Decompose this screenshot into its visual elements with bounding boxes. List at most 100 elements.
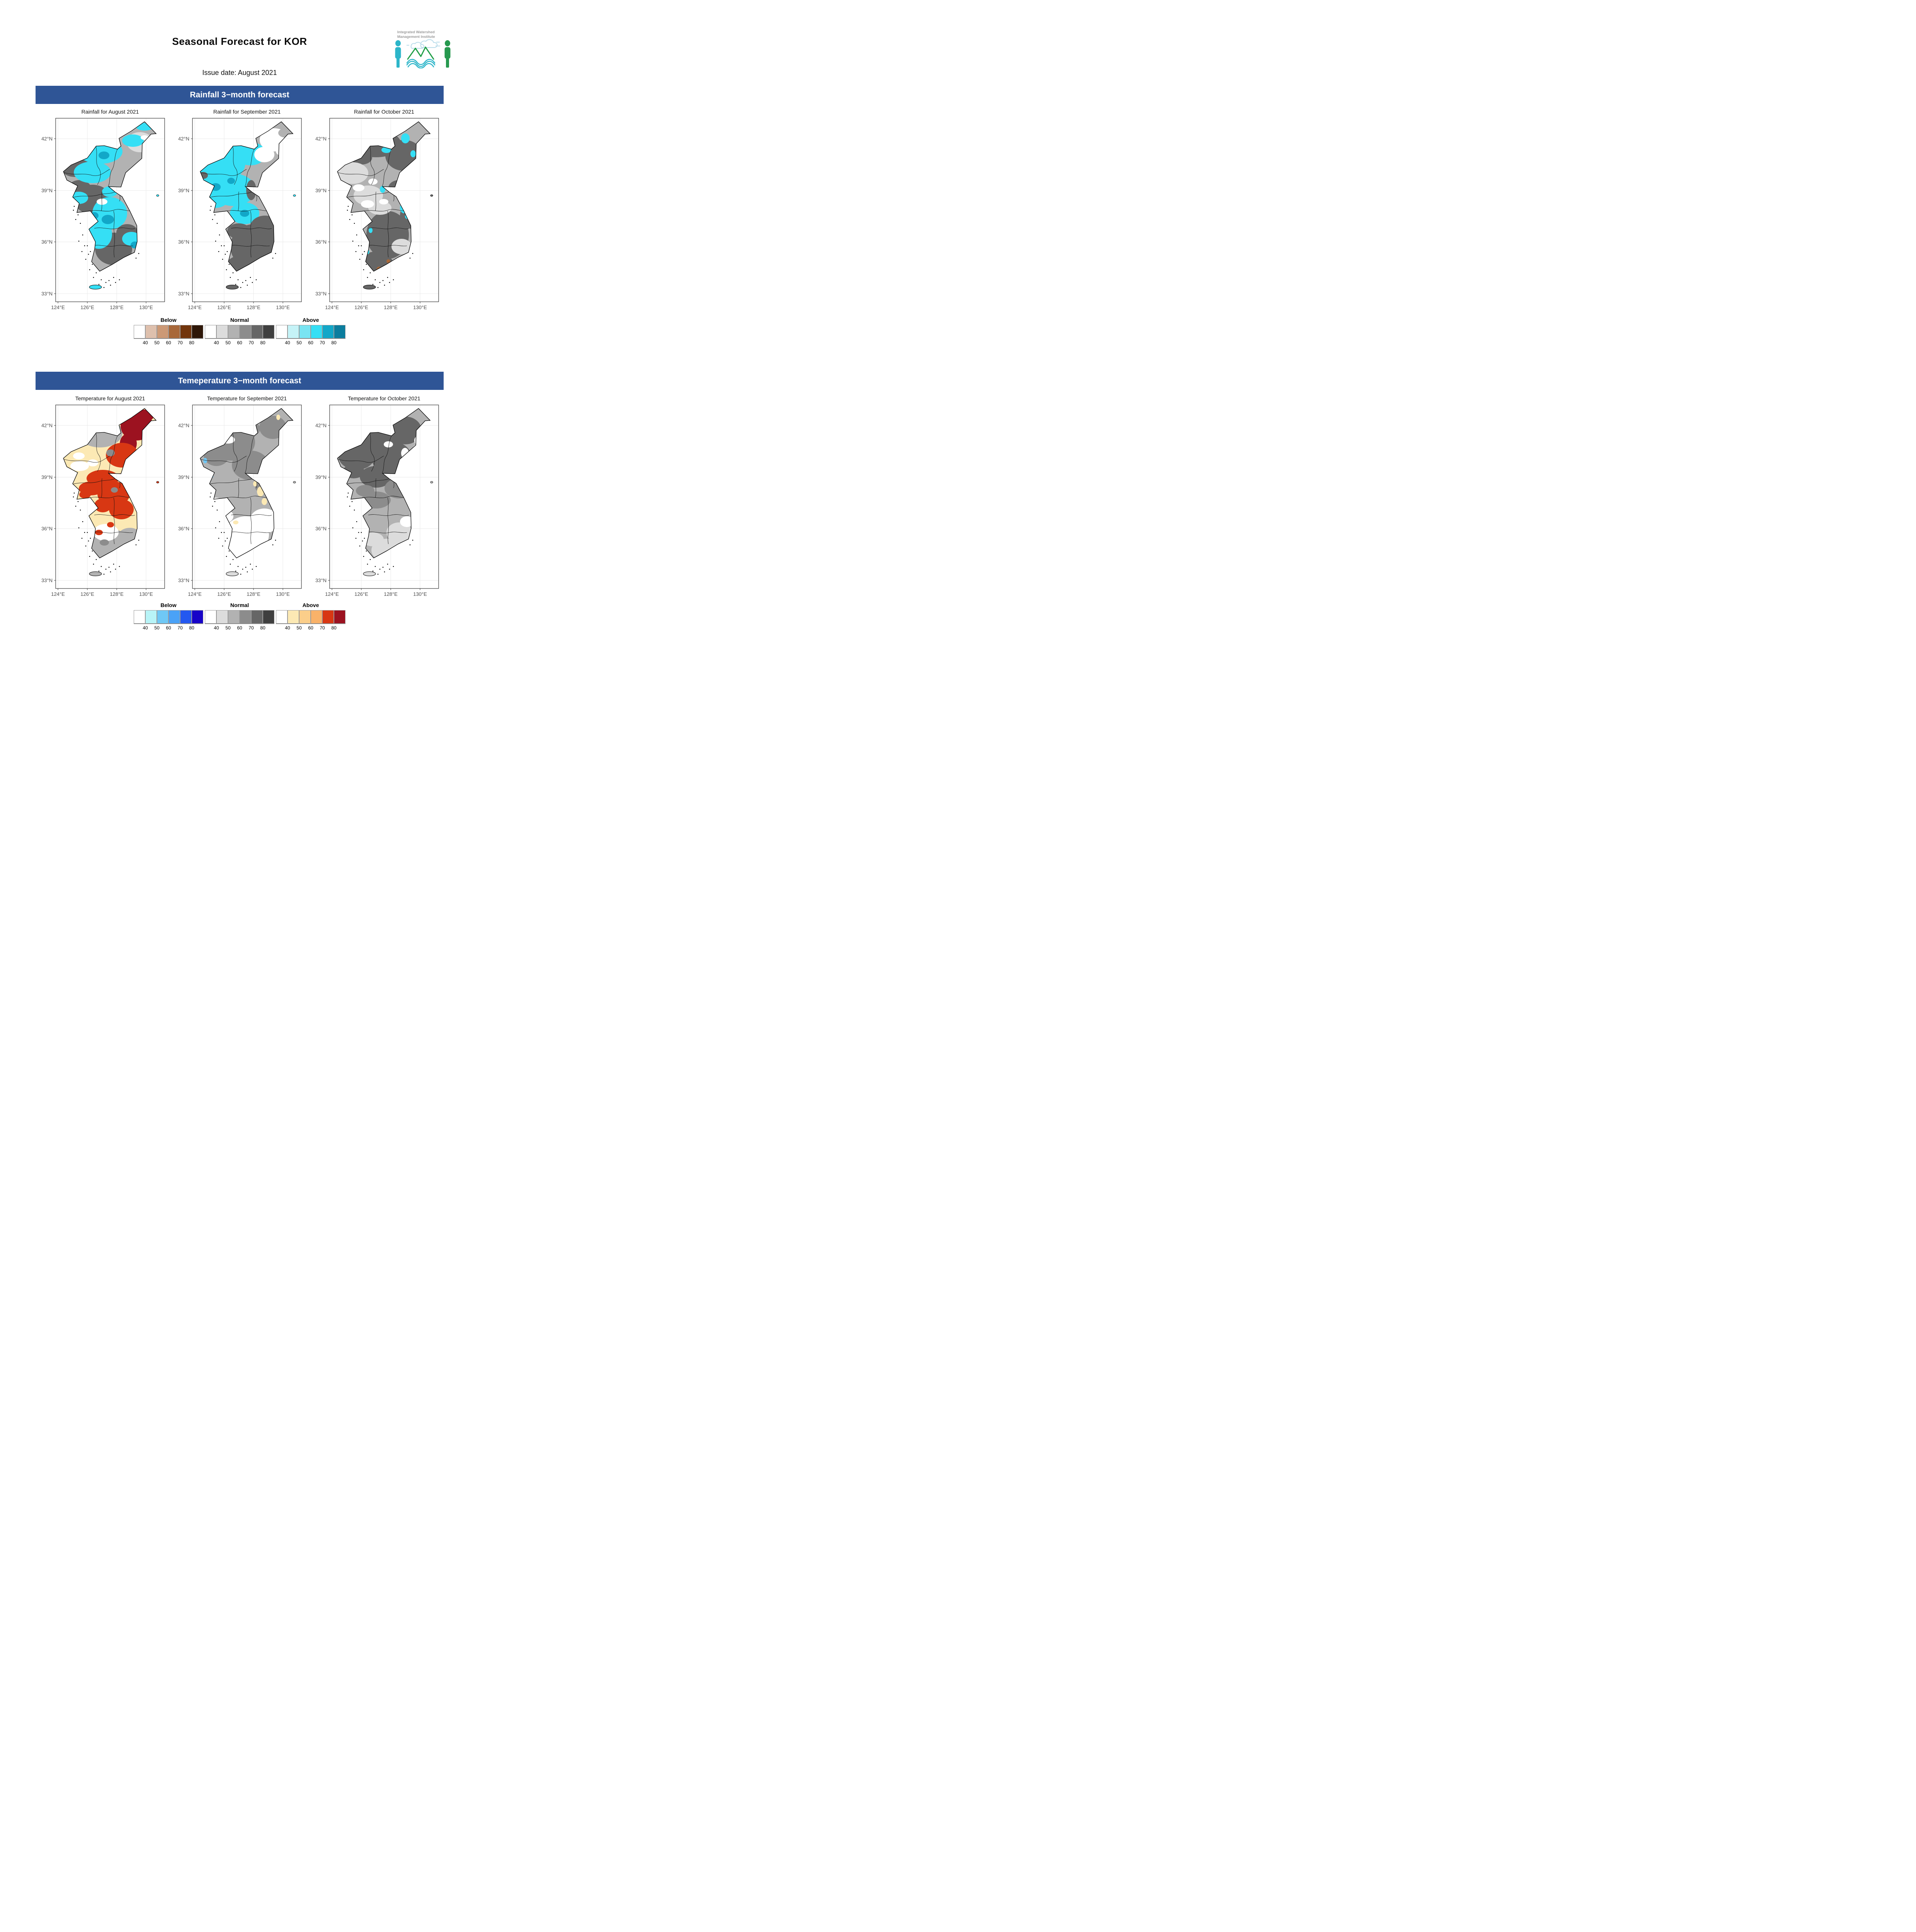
coastal-island (78, 527, 80, 529)
coastal-island (215, 240, 216, 242)
lon-tick-label: 130°E (413, 304, 427, 310)
coastal-island (103, 573, 105, 575)
map-svg: 42°N 39°N 36°N 33°N 124°E 126°E 128°E 130°E (41, 405, 165, 597)
coastal-island (355, 537, 357, 539)
legend-group-above: Above 40 50 60 70 80 (276, 317, 345, 345)
coastal-island (347, 492, 349, 494)
jeju-island (226, 285, 239, 289)
coastline (337, 408, 431, 558)
lon-tick-label: 124°E (325, 304, 339, 310)
coastal-island (214, 501, 216, 502)
province-boundary (227, 496, 268, 498)
coastal-island (349, 219, 351, 220)
legend-group-normal: Normal 40 50 60 70 80 (205, 602, 274, 631)
coastal-island (352, 527, 354, 529)
ulleung-island (430, 481, 433, 483)
lon-tick-label: 130°E (139, 591, 153, 597)
legend-swatch (134, 610, 145, 624)
coastal-island (210, 492, 212, 494)
coastal-island (347, 206, 349, 207)
map-panel: 42°N 39°N 36°N 33°N 124°E 126°E 128°E 130°E (175, 114, 306, 311)
coastal-island (245, 280, 247, 281)
jeju-island (89, 285, 102, 289)
coastal-island (230, 277, 231, 278)
coastal-island (225, 540, 226, 542)
coastal-island (209, 209, 211, 211)
lat-tick-label: 33°N (178, 291, 189, 297)
coastal-island (377, 573, 379, 575)
coastal-island (237, 279, 239, 281)
legend-swatch (288, 610, 299, 624)
coastal-island (387, 277, 388, 278)
coastal-island (232, 559, 234, 560)
legend-value-label: 50 (154, 340, 160, 345)
coastal-island (275, 253, 276, 254)
province-boundary (387, 497, 389, 544)
coastal-island (88, 253, 89, 255)
legend-value-label: 60 (166, 625, 171, 631)
ulleung-island (156, 481, 159, 483)
coastal-island (363, 556, 364, 557)
coastal-island (218, 251, 220, 252)
coastal-island (358, 532, 359, 533)
coastal-island (372, 284, 374, 285)
coastal-island (81, 537, 83, 539)
legend-value-label: 40 (214, 625, 219, 631)
coastal-island (113, 563, 114, 565)
province-boundary (387, 211, 389, 258)
legend-swatch (311, 325, 322, 339)
coastal-island (73, 496, 74, 498)
coastal-island (100, 566, 102, 567)
coastal-island (85, 259, 87, 260)
coastal-island (359, 545, 361, 547)
coastal-island (84, 532, 85, 533)
lon-tick-label: 126°E (217, 591, 231, 597)
coastal-island (364, 537, 365, 539)
legend-swatch (299, 610, 311, 624)
province-boundary (231, 514, 272, 516)
coastal-island (354, 223, 355, 224)
coastal-island (219, 521, 220, 522)
coastal-island (78, 240, 80, 242)
coastal-island (108, 280, 110, 281)
legend-swatch (228, 610, 240, 624)
lat-tick-label: 39°N (41, 474, 53, 480)
map-title: Rainfall for October 2021 (354, 109, 414, 115)
coastal-island (212, 219, 213, 220)
coastal-island (372, 570, 374, 572)
coastal-island (105, 282, 107, 283)
lat-tick-label: 33°N (315, 578, 327, 583)
legend-group-normal: Normal 40 50 60 70 80 (205, 317, 274, 345)
coastal-island (222, 545, 223, 547)
coastal-island (235, 570, 237, 572)
coastal-island (377, 287, 379, 288)
province-boundary (72, 187, 121, 198)
coastal-island (113, 277, 114, 278)
institute-logo: Integrated Watershed Management Institut… (393, 30, 458, 70)
legend-group-title: Below (160, 317, 177, 323)
province-boundary (101, 191, 102, 211)
coastal-island (374, 279, 376, 281)
institute-name-line1: Integrated Watershed (397, 30, 435, 34)
legend-swatch (288, 325, 299, 339)
report-page: Seasonal Forecast for KOR Issue date: Au… (0, 0, 479, 677)
coastal-island (361, 245, 362, 247)
coastal-island (89, 556, 90, 557)
panel-border (192, 118, 302, 302)
coastal-island (250, 277, 251, 278)
coastal-island (393, 566, 394, 567)
lon-tick-label: 128°E (110, 591, 124, 597)
jeju-island (363, 285, 376, 289)
coastal-island (232, 272, 234, 274)
legend-value-label: 40 (143, 625, 148, 631)
coastal-island (237, 566, 239, 567)
temperature-legend: Below 40 50 60 70 80 Normal 40 50 60 70 80 Above 40 50… (134, 602, 345, 631)
coastal-island (252, 282, 253, 283)
cloud-icon (407, 39, 440, 49)
ulleung-island (430, 194, 433, 197)
coastal-island (356, 521, 357, 522)
coastal-island (92, 550, 93, 552)
legend-value-label: 60 (166, 340, 171, 345)
legend-group-title: Below (160, 602, 177, 608)
lon-tick-label: 128°E (384, 591, 398, 597)
